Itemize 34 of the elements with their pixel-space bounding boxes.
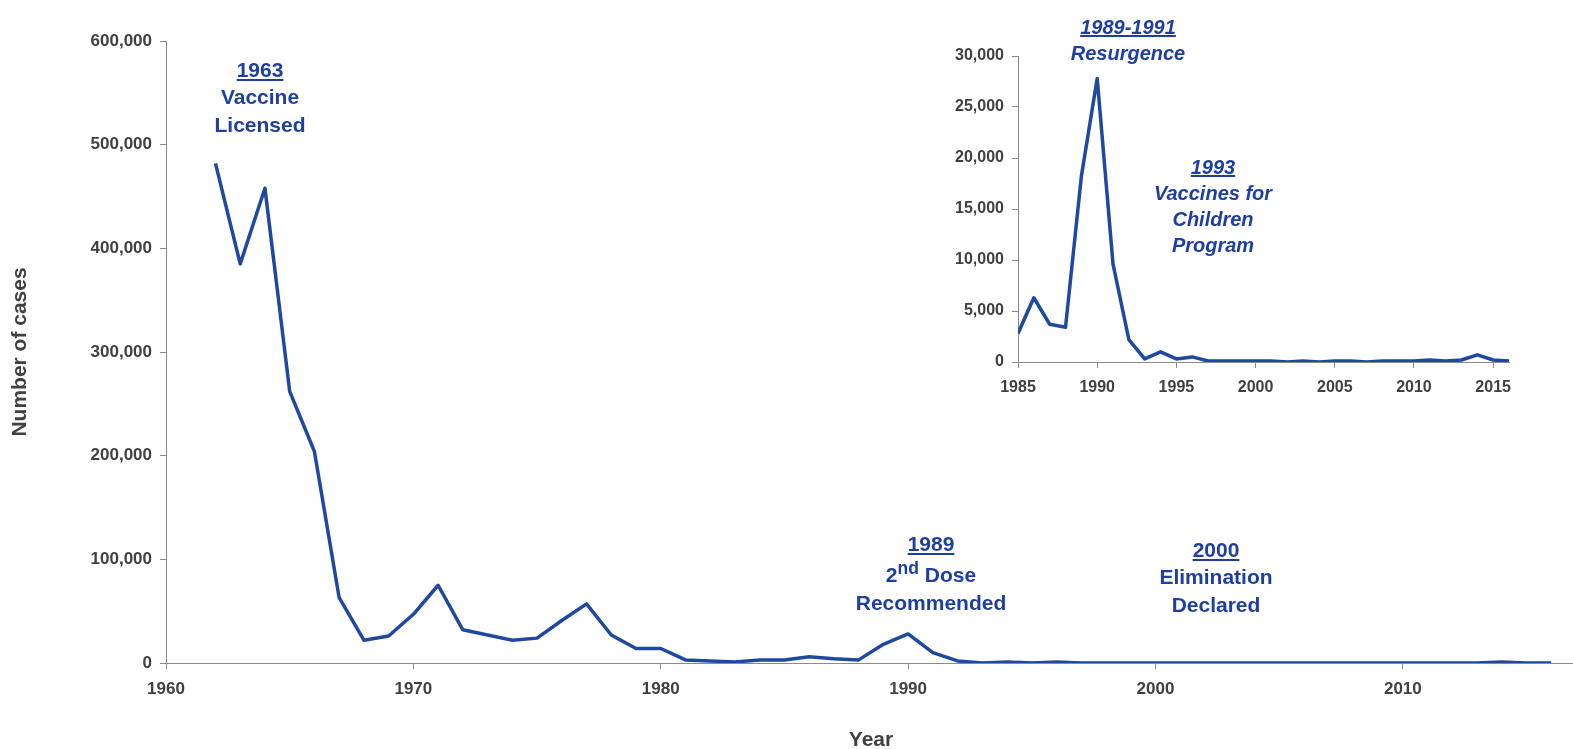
y-tick-label: 100,000 — [90, 549, 152, 569]
y-tick-label: 25,000 — [955, 97, 1005, 115]
x-tick-label: 1960 — [147, 678, 185, 698]
y-tick-label: 0 — [995, 352, 1005, 370]
y-tick-label: 200,000 — [90, 445, 152, 465]
x-tick-label: 1995 — [1158, 378, 1195, 396]
y-tick-label: 600,000 — [90, 30, 152, 50]
x-tick-label: 1985 — [1000, 378, 1036, 396]
y-tick-label: 15,000 — [955, 199, 1005, 217]
x-tick-label: 2000 — [1237, 378, 1274, 396]
annotation: 2000 Elimination Declared — [1159, 538, 1273, 616]
y-axis-title: Number of cases — [7, 267, 31, 437]
x-axis-title: Year — [848, 727, 894, 749]
annotation: 1963 Vaccine Licensed — [214, 58, 306, 136]
y-tick-label: 300,000 — [90, 341, 152, 361]
annotation: 1989-1991 Resurgence — [1070, 16, 1186, 64]
x-tick-label: 1990 — [1079, 378, 1116, 396]
y-tick-label: 400,000 — [90, 238, 152, 258]
x-tick-label: 1970 — [394, 678, 433, 698]
x-tick-label: 1990 — [889, 678, 928, 698]
x-tick-label: 2000 — [1136, 678, 1175, 698]
x-tick-label: 2005 — [1316, 378, 1353, 396]
y-tick-label: 5,000 — [963, 301, 1005, 319]
x-tick-label: 2015 — [1475, 378, 1512, 396]
y-tick-label: 30,000 — [955, 46, 1005, 64]
y-tick-label: 0 — [142, 652, 152, 672]
annotation: 1993 Vaccines for Children Program — [1153, 156, 1273, 256]
y-tick-label: 20,000 — [955, 148, 1005, 166]
x-tick-label: 2010 — [1383, 678, 1422, 698]
x-tick-label: 1980 — [641, 678, 680, 698]
annotation: 1989 2$^{nd}$ Dose Recommended — [855, 532, 1007, 614]
x-tick-label: 2010 — [1396, 378, 1432, 396]
y-tick-label: 10,000 — [955, 250, 1005, 268]
y-tick-label: 500,000 — [90, 134, 152, 154]
